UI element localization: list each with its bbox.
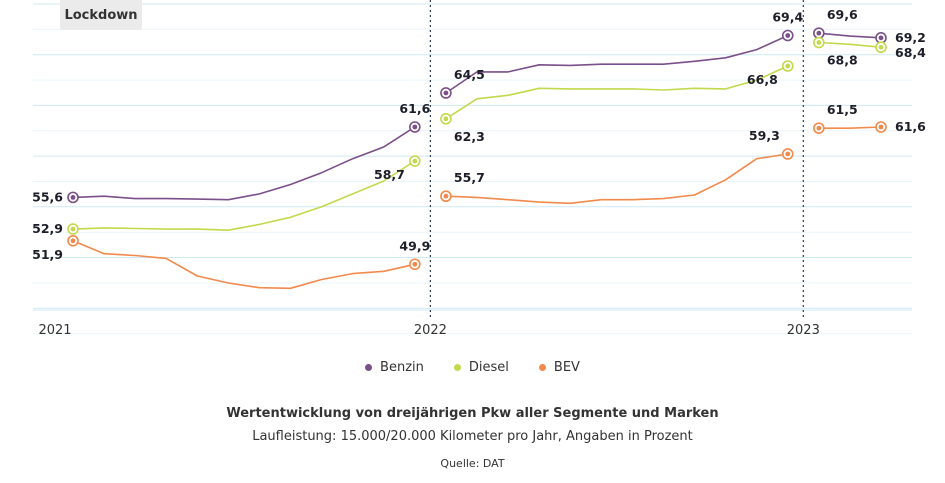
marker-dot-benzin bbox=[412, 124, 418, 130]
chart-source: Quelle: DAT bbox=[440, 457, 505, 470]
legend: Benzin Diesel BEV bbox=[0, 360, 945, 375]
series-line-benzin bbox=[445, 34, 789, 94]
data-label-diesel: 68,4 bbox=[895, 45, 926, 60]
series-lines bbox=[67, 27, 887, 290]
data-label-diesel: 66,8 bbox=[747, 72, 778, 87]
legend-swatch-diesel bbox=[453, 364, 461, 371]
series-line-diesel bbox=[72, 160, 416, 231]
x-tick-label: 2021 bbox=[38, 323, 71, 338]
data-label-benzin: 69,2 bbox=[895, 30, 926, 45]
marker-dot-benzin bbox=[70, 194, 76, 200]
series-line-diesel bbox=[445, 65, 789, 120]
marker-dot-bev bbox=[412, 261, 418, 267]
data-label-bev: 61,5 bbox=[827, 102, 858, 117]
marker-dot-diesel bbox=[785, 63, 791, 69]
marker-dot-bev bbox=[443, 193, 449, 199]
marker-dot-diesel bbox=[70, 226, 76, 232]
legend-item-bev: BEV bbox=[538, 360, 580, 375]
line-chart: 2021 2022 2023 55,6 61,6 64,5 69,4 69,6 69,2 52,… bbox=[32, 0, 926, 338]
marker-dot-diesel bbox=[816, 40, 822, 45]
data-label-diesel: 58,7 bbox=[374, 167, 405, 182]
data-label-bev: 55,7 bbox=[454, 170, 485, 185]
data-label-bev: 61,6 bbox=[895, 119, 926, 134]
series-line-diesel bbox=[818, 41, 882, 48]
series-line-benzin bbox=[818, 32, 882, 39]
lockdown-tag: Lockdown bbox=[60, 0, 142, 30]
year-dividers bbox=[429, 0, 804, 318]
data-label-benzin: 69,6 bbox=[827, 7, 858, 22]
marker-dot-benzin bbox=[816, 30, 822, 36]
marker-dot-bev bbox=[878, 124, 884, 130]
legend-swatch-bev bbox=[538, 364, 546, 371]
data-label-diesel: 52,9 bbox=[32, 221, 63, 236]
data-label-benzin: 69,4 bbox=[772, 10, 803, 25]
data-label-diesel: 62,3 bbox=[454, 129, 485, 144]
legend-item-benzin: Benzin bbox=[365, 360, 424, 375]
x-tick-label: 2023 bbox=[787, 323, 820, 338]
marker-dot-diesel bbox=[443, 116, 449, 122]
marker-dot-bev bbox=[785, 151, 791, 157]
x-tick-label: 2022 bbox=[414, 323, 447, 338]
marker-dot-bev bbox=[70, 238, 76, 244]
series-line-bev bbox=[445, 153, 788, 205]
data-label-benzin: 64,5 bbox=[454, 67, 485, 82]
marker-dot-benzin bbox=[443, 90, 449, 96]
chart-subtitle: Laufleistung: 15.000/20.000 Kilometer pr… bbox=[252, 429, 693, 444]
data-label-bev: 59,3 bbox=[749, 128, 780, 143]
legend-label-bev: BEV bbox=[553, 360, 580, 375]
gridlines bbox=[33, 3, 912, 335]
data-label-bev: 49,9 bbox=[399, 238, 430, 253]
data-label-benzin: 55,6 bbox=[32, 189, 63, 204]
data-label-diesel: 68,8 bbox=[827, 53, 858, 68]
series-line-bev bbox=[72, 240, 415, 290]
data-label-bev: 51,9 bbox=[32, 247, 63, 262]
legend-label-diesel: Diesel bbox=[468, 360, 509, 375]
marker-dot-benzin bbox=[878, 35, 884, 41]
series-line-benzin bbox=[72, 126, 416, 201]
legend-item-diesel: Diesel bbox=[453, 360, 509, 375]
x-axis: 2021 2022 2023 bbox=[38, 323, 819, 338]
legend-label-benzin: Benzin bbox=[380, 360, 424, 375]
marker-dot-bev bbox=[816, 125, 822, 131]
chart-title: Wertentwicklung von dreijährigen Pkw all… bbox=[226, 406, 719, 421]
marker-dot-diesel bbox=[412, 158, 418, 164]
data-label-benzin: 61,6 bbox=[399, 101, 430, 116]
marker-dot-diesel bbox=[878, 44, 884, 50]
legend-swatch-benzin bbox=[365, 364, 373, 371]
series-line-bev bbox=[818, 126, 882, 129]
data-labels: 55,6 61,6 64,5 69,4 69,6 69,2 52,9 58,7 62,3 66,8… bbox=[32, 7, 926, 262]
marker-dot-benzin bbox=[785, 33, 791, 38]
